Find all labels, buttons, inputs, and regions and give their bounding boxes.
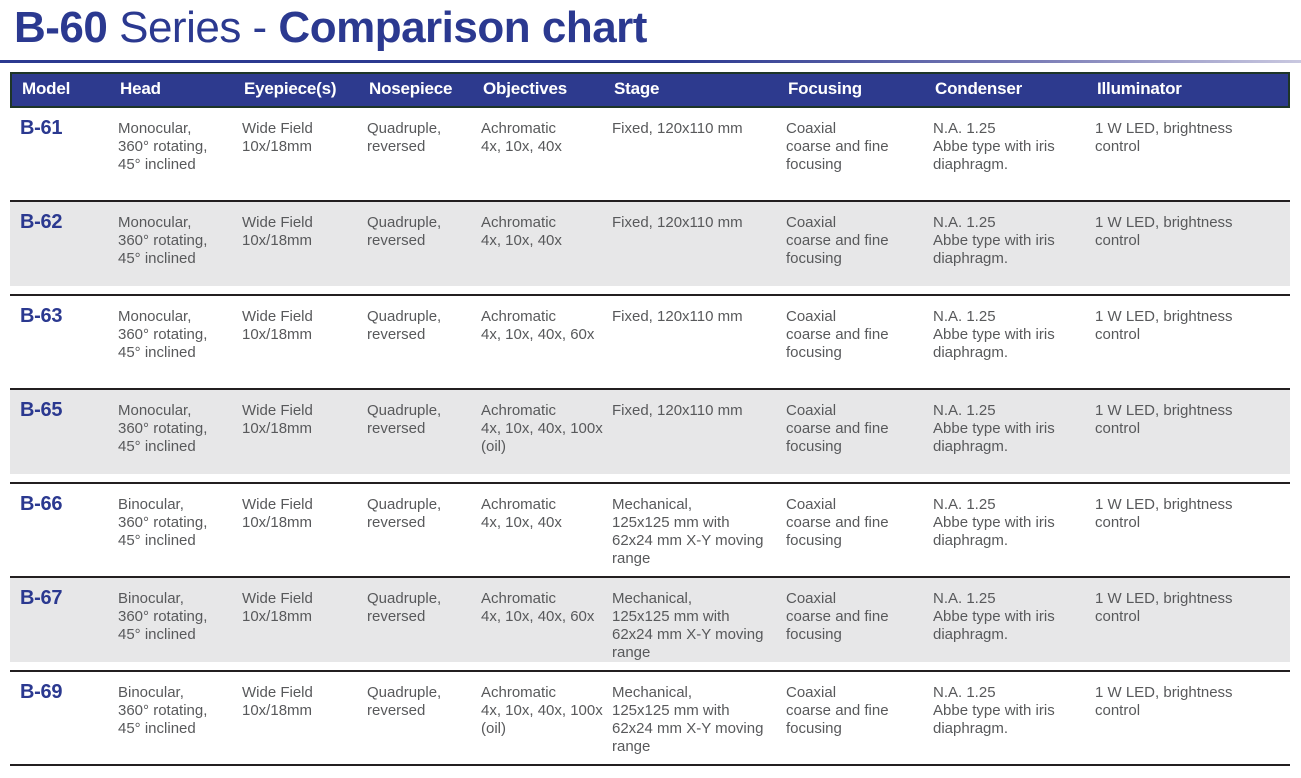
page-title: B-60 Series - Comparison chart	[14, 2, 1301, 54]
column-header-head: Head	[120, 79, 161, 98]
objectives-cell: Achromatic 4x, 10x, 40x, 100x (oil)	[481, 402, 603, 455]
nosepiece-cell: Quadruple, reversed	[367, 120, 442, 155]
objectives-cell: Achromatic 4x, 10x, 40x	[481, 496, 562, 531]
comparison-table: Model Head Eyepiece(s) Nosepiece Objectives S…	[10, 72, 1290, 766]
head-cell: Monocular, 360° rotating, 45° inclined	[118, 308, 208, 361]
column-header-model: Model	[22, 79, 71, 98]
nosepiece-cell: Quadruple, reversed	[367, 590, 442, 625]
model-cell: B-66	[20, 493, 63, 515]
illuminator-cell: 1 W LED, brightness control	[1095, 308, 1233, 343]
model-cell: B-65	[20, 399, 63, 421]
focusing-cell: Coaxial coarse and fine focusing	[786, 402, 889, 455]
condenser-cell: N.A. 1.25 Abbe type with iris diaphragm.	[933, 308, 1055, 361]
condenser-cell: N.A. 1.25 Abbe type with iris diaphragm.	[933, 214, 1055, 267]
focusing-cell: Coaxial coarse and fine focusing	[786, 120, 889, 173]
head-cell: Monocular, 360° rotating, 45° inclined	[118, 402, 208, 455]
head-cell: Binocular, 360° rotating, 45° inclined	[118, 684, 208, 737]
objectives-cell: Achromatic 4x, 10x, 40x, 60x	[481, 308, 595, 343]
title-underline-rule	[0, 60, 1301, 63]
stage-cell: Fixed, 120x110 mm	[612, 120, 743, 137]
model-cell: B-69	[20, 681, 63, 703]
illuminator-cell: 1 W LED, brightness control	[1095, 402, 1233, 437]
focusing-cell: Coaxial coarse and fine focusing	[786, 496, 889, 549]
condenser-cell: N.A. 1.25 Abbe type with iris diaphragm.	[933, 590, 1055, 643]
stage-cell: Mechanical, 125x125 mm with 62x24 mm X-Y…	[612, 590, 764, 661]
nosepiece-cell: Quadruple, reversed	[367, 402, 442, 437]
eyepiece-cell: Wide Field 10x/18mm	[242, 402, 313, 437]
page-title-middle: Series -	[107, 3, 279, 52]
table-row-b-66: B-66 Binocular, 360° rotating, 45° inclin…	[10, 484, 1290, 578]
column-header-eyepiece-s: Eyepiece(s)	[244, 79, 337, 98]
objectives-cell: Achromatic 4x, 10x, 40x, 100x (oil)	[481, 684, 603, 737]
objectives-cell: Achromatic 4x, 10x, 40x	[481, 214, 562, 249]
illuminator-cell: 1 W LED, brightness control	[1095, 214, 1233, 249]
illuminator-cell: 1 W LED, brightness control	[1095, 590, 1233, 625]
model-cell: B-67	[20, 587, 63, 609]
column-header-objectives: Objectives	[483, 79, 567, 98]
condenser-cell: N.A. 1.25 Abbe type with iris diaphragm.	[933, 496, 1055, 549]
table-header-row: Model Head Eyepiece(s) Nosepiece Objectives S…	[10, 72, 1290, 108]
illuminator-cell: 1 W LED, brightness control	[1095, 496, 1233, 531]
focusing-cell: Coaxial coarse and fine focusing	[786, 684, 889, 737]
stage-cell: Mechanical, 125x125 mm with 62x24 mm X-Y…	[612, 496, 764, 567]
table-row-content: B-65 Monocular, 360° rotating, 45° inclin…	[10, 390, 1290, 474]
eyepiece-cell: Wide Field 10x/18mm	[242, 590, 313, 625]
page-title-series-code: B-60	[14, 3, 108, 52]
eyepiece-cell: Wide Field 10x/18mm	[242, 684, 313, 719]
table-row-b-69: B-69 Binocular, 360° rotating, 45° inclin…	[10, 672, 1290, 766]
head-cell: Binocular, 360° rotating, 45° inclined	[118, 496, 208, 549]
stage-cell: Mechanical, 125x125 mm with 62x24 mm X-Y…	[612, 684, 764, 755]
condenser-cell: N.A. 1.25 Abbe type with iris diaphragm.	[933, 684, 1055, 737]
eyepiece-cell: Wide Field 10x/18mm	[242, 120, 313, 155]
condenser-cell: N.A. 1.25 Abbe type with iris diaphragm.	[933, 402, 1055, 455]
column-header-nosepiece: Nosepiece	[369, 79, 453, 98]
head-cell: Binocular, 360° rotating, 45° inclined	[118, 590, 208, 643]
model-cell: B-63	[20, 305, 63, 327]
stage-cell: Fixed, 120x110 mm	[612, 214, 743, 231]
illuminator-cell: 1 W LED, brightness control	[1095, 120, 1233, 155]
model-cell: B-61	[20, 117, 63, 139]
column-header-illuminator: Illuminator	[1097, 79, 1182, 98]
table-row-b-63: B-63 Monocular, 360° rotating, 45° inclin…	[10, 296, 1290, 390]
eyepiece-cell: Wide Field 10x/18mm	[242, 308, 313, 343]
model-cell: B-62	[20, 211, 63, 233]
table-row-b-62: B-62 Monocular, 360° rotating, 45° inclin…	[10, 202, 1290, 296]
head-cell: Monocular, 360° rotating, 45° inclined	[118, 214, 208, 267]
focusing-cell: Coaxial coarse and fine focusing	[786, 214, 889, 267]
table-row-content: B-67 Binocular, 360° rotating, 45° inclin…	[10, 578, 1290, 662]
page-title-tail: Comparison chart	[278, 3, 647, 52]
nosepiece-cell: Quadruple, reversed	[367, 214, 442, 249]
column-header-stage: Stage	[614, 79, 660, 98]
objectives-cell: Achromatic 4x, 10x, 40x	[481, 120, 562, 155]
table-row-b-67: B-67 Binocular, 360° rotating, 45° inclin…	[10, 578, 1290, 672]
eyepiece-cell: Wide Field 10x/18mm	[242, 214, 313, 249]
column-header-condenser: Condenser	[935, 79, 1022, 98]
table-row-content: B-66 Binocular, 360° rotating, 45° inclin…	[10, 484, 1290, 568]
table-row-content: B-63 Monocular, 360° rotating, 45° inclin…	[10, 296, 1290, 380]
illuminator-cell: 1 W LED, brightness control	[1095, 684, 1233, 719]
head-cell: Monocular, 360° rotating, 45° inclined	[118, 120, 208, 173]
table-row-b-61: B-61 Monocular, 360° rotating, 45° inclin…	[10, 108, 1290, 202]
table-row-content: B-62 Monocular, 360° rotating, 45° inclin…	[10, 202, 1290, 286]
table-row-content: B-69 Binocular, 360° rotating, 45° inclin…	[10, 672, 1290, 756]
objectives-cell: Achromatic 4x, 10x, 40x, 60x	[481, 590, 595, 625]
nosepiece-cell: Quadruple, reversed	[367, 684, 442, 719]
focusing-cell: Coaxial coarse and fine focusing	[786, 590, 889, 643]
nosepiece-cell: Quadruple, reversed	[367, 496, 442, 531]
stage-cell: Fixed, 120x110 mm	[612, 308, 743, 325]
eyepiece-cell: Wide Field 10x/18mm	[242, 496, 313, 531]
table-row-b-65: B-65 Monocular, 360° rotating, 45° inclin…	[10, 390, 1290, 484]
table-row-content: B-61 Monocular, 360° rotating, 45° inclin…	[10, 108, 1290, 192]
table-body: B-61 Monocular, 360° rotating, 45° inclin…	[10, 108, 1290, 766]
stage-cell: Fixed, 120x110 mm	[612, 402, 743, 419]
nosepiece-cell: Quadruple, reversed	[367, 308, 442, 343]
column-header-focusing: Focusing	[788, 79, 862, 98]
condenser-cell: N.A. 1.25 Abbe type with iris diaphragm.	[933, 120, 1055, 173]
focusing-cell: Coaxial coarse and fine focusing	[786, 308, 889, 361]
